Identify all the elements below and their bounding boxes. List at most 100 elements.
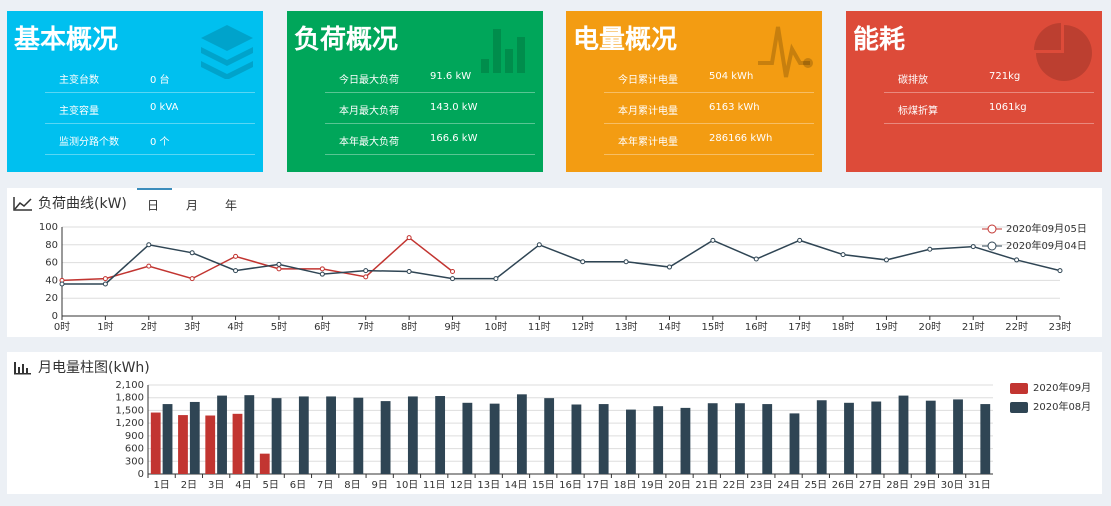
point [189,276,195,282]
x-tick-label: 8时 [401,321,417,333]
x-tick-label: 2时 [141,321,157,333]
row-label: 本年最大负荷 [339,137,399,148]
row-label: 监测分路个数 [59,137,119,148]
legend-swatch [1010,383,1028,394]
x-tick-label: 5日 [262,480,278,491]
point [59,281,65,287]
card: 基本概况 主变台数 0 台主变容量 0 kVA 监测分路个数 0 个 [7,11,263,172]
y-tick-label: 0 [52,311,58,322]
x-tick-label: 0时 [54,321,70,333]
x-tick-label: 23日 [750,480,773,491]
point [450,276,456,282]
bar [816,400,827,474]
legend-swatch [1010,402,1028,413]
tab[interactable]: 日 [147,199,159,213]
y-tick-label: 0 [138,469,144,480]
x-tick-label: 8日 [344,480,360,491]
card-title: 基本概况 [14,25,119,55]
legend-label: 2020年08月 [1033,400,1091,413]
point [623,259,629,265]
point [102,281,108,287]
x-tick-label: 23时 [1049,321,1072,333]
x-tick-label: 30日 [941,480,964,491]
legend-label: 2020年09月05日 [1006,222,1087,235]
point [753,256,759,262]
card-row: 本年累计电量 286166 kWh [604,123,814,155]
row-value: 166.6 kW [430,133,478,144]
point [319,271,325,277]
card-row: 本月最大负荷 143.0 kW [325,92,535,124]
bar [326,396,336,474]
x-tick-label: 13日 [477,480,500,491]
x-tick-label: 6时 [314,321,330,333]
x-tick-label: 10日 [396,480,419,491]
tab[interactable]: 年 [225,199,237,213]
y-tick-label: 100 [39,222,58,233]
point [233,268,239,274]
bar [925,400,936,474]
row-label: 本月最大负荷 [339,106,399,117]
bar [189,401,200,474]
bar [353,397,364,474]
icon [1034,23,1092,81]
x-tick-label: 29日 [913,480,936,491]
bar [217,395,227,474]
tab[interactable]: 月 [186,199,198,213]
bar [626,409,636,474]
x-tick-label: 17日 [586,480,609,491]
y-tick-label: 40 [45,275,58,286]
point [363,274,369,280]
bar [707,403,718,474]
point [276,261,282,267]
card-row: 主变容量 0 kVA [45,92,255,124]
y-tick-label: 2,100 [115,380,144,391]
row-value: 6163 kWh [709,102,760,113]
y-tick-label: 1,500 [115,405,144,416]
bar [489,403,500,474]
point [146,263,152,269]
x-tick-label: 17时 [788,321,811,333]
row-value: 0 kVA [150,102,179,113]
x-tick-label: 18日 [614,480,637,491]
row-value: 143.0 kW [430,102,478,113]
bar [762,404,773,474]
x-tick-label: 12日 [450,480,473,491]
card-title: 负荷概况 [294,25,399,55]
row-label: 今日最大负荷 [339,75,399,86]
bar [380,401,391,474]
x-tick-label: 3日 [208,480,224,491]
card: 电量概况 今日累计电量 504 kWh 本月累计电量 6163 kWh 本年累计电量 286… [566,11,822,172]
bar [407,396,418,474]
x-tick-label: 28日 [886,480,909,491]
bar [259,453,270,474]
x-tick-label: 10时 [485,321,508,333]
line-chart: 负荷曲线(kW) 日 月 年 0 20 40 60 80 100 0时 1时 2时 3时 4时 5时 6时 7时… [13,188,1087,333]
x-tick-label: 20日 [668,480,691,491]
x-tick-label: 7日 [317,480,333,491]
legend-label: 2020年09月 [1033,381,1091,394]
point [319,266,325,272]
bar [162,404,173,474]
panel: 负荷曲线(kW) 日 月 年 0 20 40 60 80 100 0时 1时 2时 3时 4时 5时 6时 7时… [7,188,1102,337]
chart-title: 月电量柱图(kWh) [38,360,150,376]
bar [735,403,745,474]
bar [462,402,473,474]
x-tick-label: 4时 [227,321,243,333]
point [970,244,976,250]
x-tick-label: 1日 [153,480,169,491]
point [363,268,369,274]
row-value: 0 台 [150,75,170,86]
point [1014,257,1020,263]
x-tick-label: 18时 [832,321,855,333]
card-row: 今日最大负荷 91.6 kW [325,61,535,93]
card-title: 能耗 [853,25,906,55]
x-tick-label: 21时 [962,321,985,333]
x-tick-label: 14日 [505,480,528,491]
card-row: 本年最大负荷 166.6 kW [325,123,535,155]
point [189,250,195,256]
card-row: 本月累计电量 6163 kWh [604,92,814,124]
row-value: 1061kg [989,102,1027,113]
card-title: 电量概况 [573,25,678,55]
x-tick-label: 13时 [615,321,638,333]
